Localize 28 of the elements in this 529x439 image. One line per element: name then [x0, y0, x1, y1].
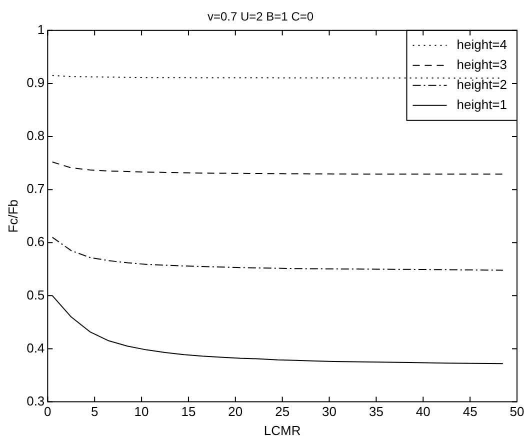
x-tick-label: 40 [416, 404, 430, 420]
x-tick-label: 15 [181, 404, 196, 420]
x-tick-label: 45 [462, 404, 478, 420]
x-tick-label: 50 [510, 404, 524, 420]
legend-label: height=3 [456, 56, 508, 72]
y-axis-title: Fc/Fb [5, 199, 20, 233]
line-series [52, 161, 504, 175]
legend-label: height=4 [456, 36, 508, 52]
x-tick-label: 20 [228, 404, 243, 420]
y-tick-label: 0.5 [26, 287, 45, 302]
chart-title: v=0.7 U=2 B=1 C=0 [207, 10, 314, 24]
y-tick-label: 0.8 [26, 128, 45, 144]
y-tick-label: 0.3 [26, 393, 45, 408]
y-tick-label: 1 [37, 22, 45, 37]
y-tick-label: 0.9 [26, 75, 45, 90]
x-tick-label: 10 [134, 404, 149, 420]
y-tick-label: 0.4 [26, 340, 45, 356]
x-tick-label: 25 [275, 404, 290, 420]
x-tick-label: 0 [44, 404, 52, 420]
x-tick-label: 5 [90, 404, 98, 420]
x-tick-label: 35 [368, 404, 384, 420]
line-series [52, 236, 504, 271]
x-axis-title: LCMR [264, 422, 301, 438]
legend-label: height=1 [456, 96, 508, 112]
y-tick-label: 0.7 [26, 181, 45, 196]
legend-label: height=2 [456, 76, 508, 92]
y-tick-label: 0.6 [26, 234, 45, 250]
x-tick-label: 30 [322, 404, 337, 420]
